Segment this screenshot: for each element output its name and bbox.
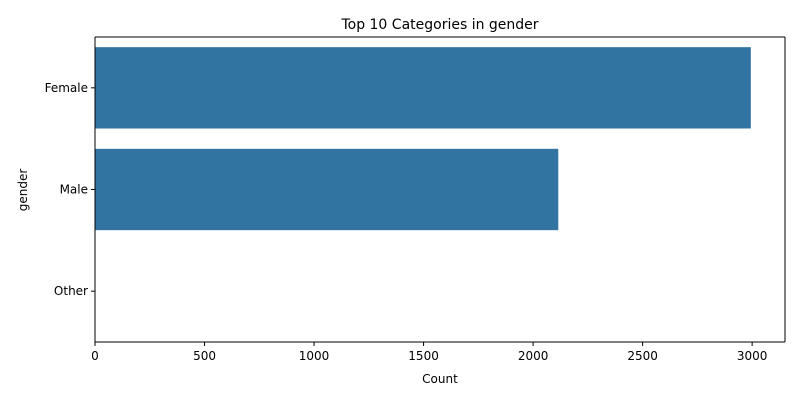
x-axis-label: Count [422, 372, 458, 386]
x-tick-label: 2000 [518, 349, 549, 363]
y-tick-label: Female [45, 81, 88, 95]
x-tick-label: 1000 [299, 349, 330, 363]
x-tick-label: 0 [91, 349, 99, 363]
y-tick-label: Male [60, 183, 88, 197]
y-ticks: Female Male Other [45, 81, 95, 298]
bar-male [95, 148, 559, 231]
chart-title: Top 10 Categories in gender [340, 17, 538, 33]
x-tick-label: 2500 [627, 349, 658, 363]
x-ticks: 0 500 1000 1500 2000 2500 3000 [91, 342, 767, 363]
x-tick-label: 1500 [408, 349, 439, 363]
y-axis-label: gender [16, 169, 30, 212]
bars-layer [95, 47, 751, 332]
x-tick-label: 3000 [737, 349, 768, 363]
bar-female [95, 47, 751, 129]
y-tick-label: Other [54, 284, 88, 298]
x-tick-label: 500 [193, 349, 216, 363]
